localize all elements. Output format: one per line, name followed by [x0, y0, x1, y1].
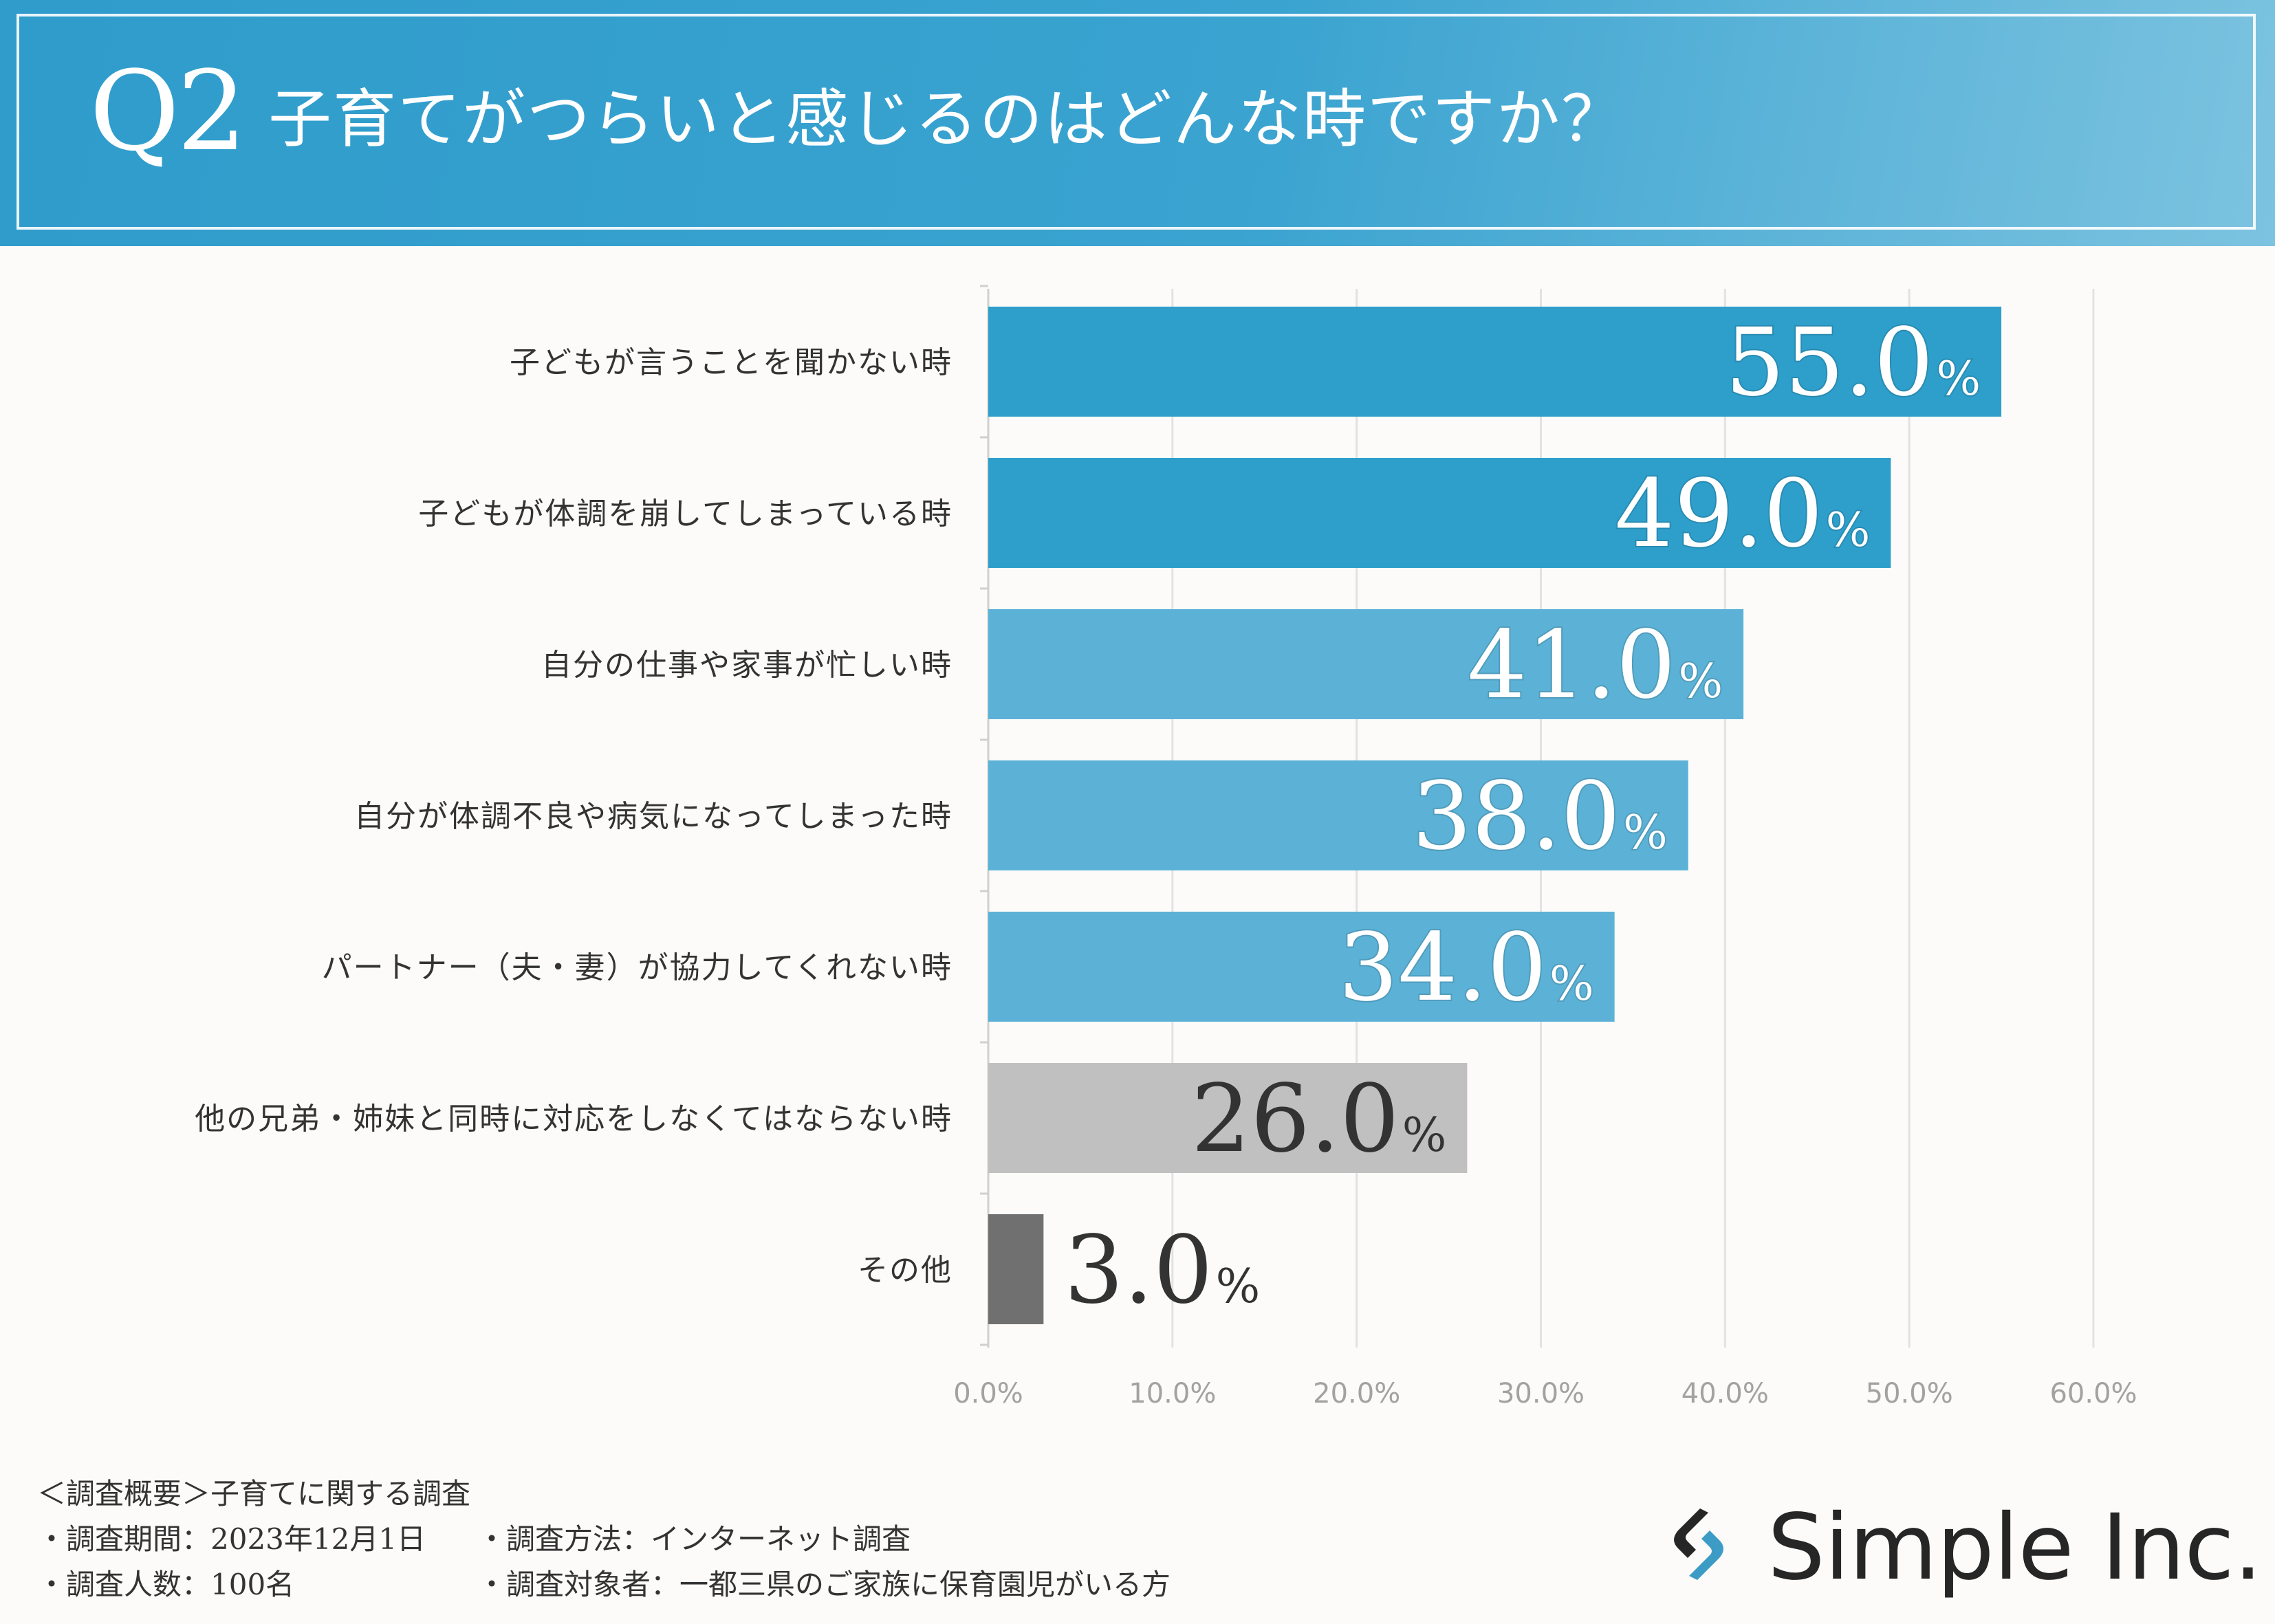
- company-name: Simple Inc.: [1767, 1495, 2263, 1601]
- survey-summary: ＜調査概要＞子育てに関する調査: [37, 1477, 471, 1511]
- category-label: その他: [858, 1253, 953, 1288]
- x-tick-label: 60.0%: [2049, 1378, 2137, 1409]
- data-label: 3.0%: [1064, 1216, 1260, 1325]
- x-axis-ticks: 0.0% 10.0% 20.0% 30.0% 40.0% 50.0% 60.0%: [953, 1378, 2137, 1409]
- category-labels: 子どもが言うことを聞かない時子どもが体調を崩してしまっている時自分の仕事や家事が…: [195, 345, 953, 1288]
- link-chain-icon: [1674, 1508, 1723, 1580]
- data-label: 26.0%: [1191, 1065, 1446, 1174]
- survey-respondents: ・調査人数：100名: [37, 1568, 295, 1601]
- bar: [988, 1214, 1044, 1324]
- category-label: 自分が体調不良や病気になってしまった時: [354, 799, 953, 834]
- x-tick-label: 20.0%: [1313, 1378, 1400, 1409]
- question-number: Q2: [89, 47, 247, 175]
- data-label: 55.0%: [1726, 309, 1981, 417]
- bar: [988, 458, 1891, 568]
- survey-row-1: ・調査期間：2023年12月1日 ・調査方法：インターネット調査: [37, 1517, 1171, 1562]
- header-frame: [17, 14, 2256, 230]
- header-banner: Q2 子育てがつらいと感じるのはどんな時ですか？: [0, 0, 2275, 246]
- category-label: パートナー（夫・妻）が協力してくれない時: [322, 950, 953, 985]
- category-label: 子どもが言うことを聞かない時: [510, 345, 953, 380]
- category-label: 自分の仕事や家事が忙しい時: [541, 648, 953, 683]
- value-labels: 55.0% 49.0% 41.0% 38.0% 34.0% 26.0% 3.0%: [1064, 307, 1982, 1325]
- survey-period: ・調査期間：2023年12月1日: [37, 1522, 426, 1556]
- data-label: 49.0%: [1615, 460, 1870, 569]
- x-tick-label: 40.0%: [1681, 1378, 1769, 1409]
- data-label: 41.0%: [1468, 611, 1723, 720]
- bar: [988, 609, 1744, 719]
- x-tick-label: 10.0%: [1129, 1378, 1216, 1409]
- x-tick-label: 30.0%: [1497, 1378, 1585, 1409]
- bar-chart: 子どもが言うことを聞かない時子どもが体調を崩してしまっている時自分の仕事や家事が…: [195, 285, 2137, 1409]
- category-label: 子どもが体調を崩してしまっている時: [418, 496, 953, 531]
- category-label: 他の兄弟・姉妹と同時に対応をしなくてはならない時: [195, 1101, 953, 1137]
- bars: [988, 307, 2002, 1324]
- question-title: 子育てがつらいと感じるのはどんな時ですか？: [268, 83, 1626, 156]
- bar: [988, 1063, 1468, 1173]
- data-label: 34.0%: [1338, 914, 1593, 1022]
- survey-footer: ＜調査概要＞子育てに関する調査 ・調査期間：2023年12月1日 ・調査方法：イン…: [37, 1471, 1171, 1607]
- survey-target: ・調査対象者：一都三県のご家族に保育園児がいる方: [477, 1568, 1171, 1601]
- survey-method: ・調査方法：インターネット調査: [477, 1522, 911, 1556]
- survey-row-2: ・調査人数：100名 ・調査対象者：一都三県のご家族に保育園児がいる方: [37, 1562, 1171, 1607]
- bar: [988, 760, 1688, 870]
- bar: [988, 307, 2002, 417]
- x-tick-label: 0.0%: [953, 1378, 1023, 1409]
- x-tick-label: 50.0%: [1866, 1378, 1953, 1409]
- bar: [988, 912, 1615, 1022]
- data-label: 38.0%: [1412, 762, 1667, 871]
